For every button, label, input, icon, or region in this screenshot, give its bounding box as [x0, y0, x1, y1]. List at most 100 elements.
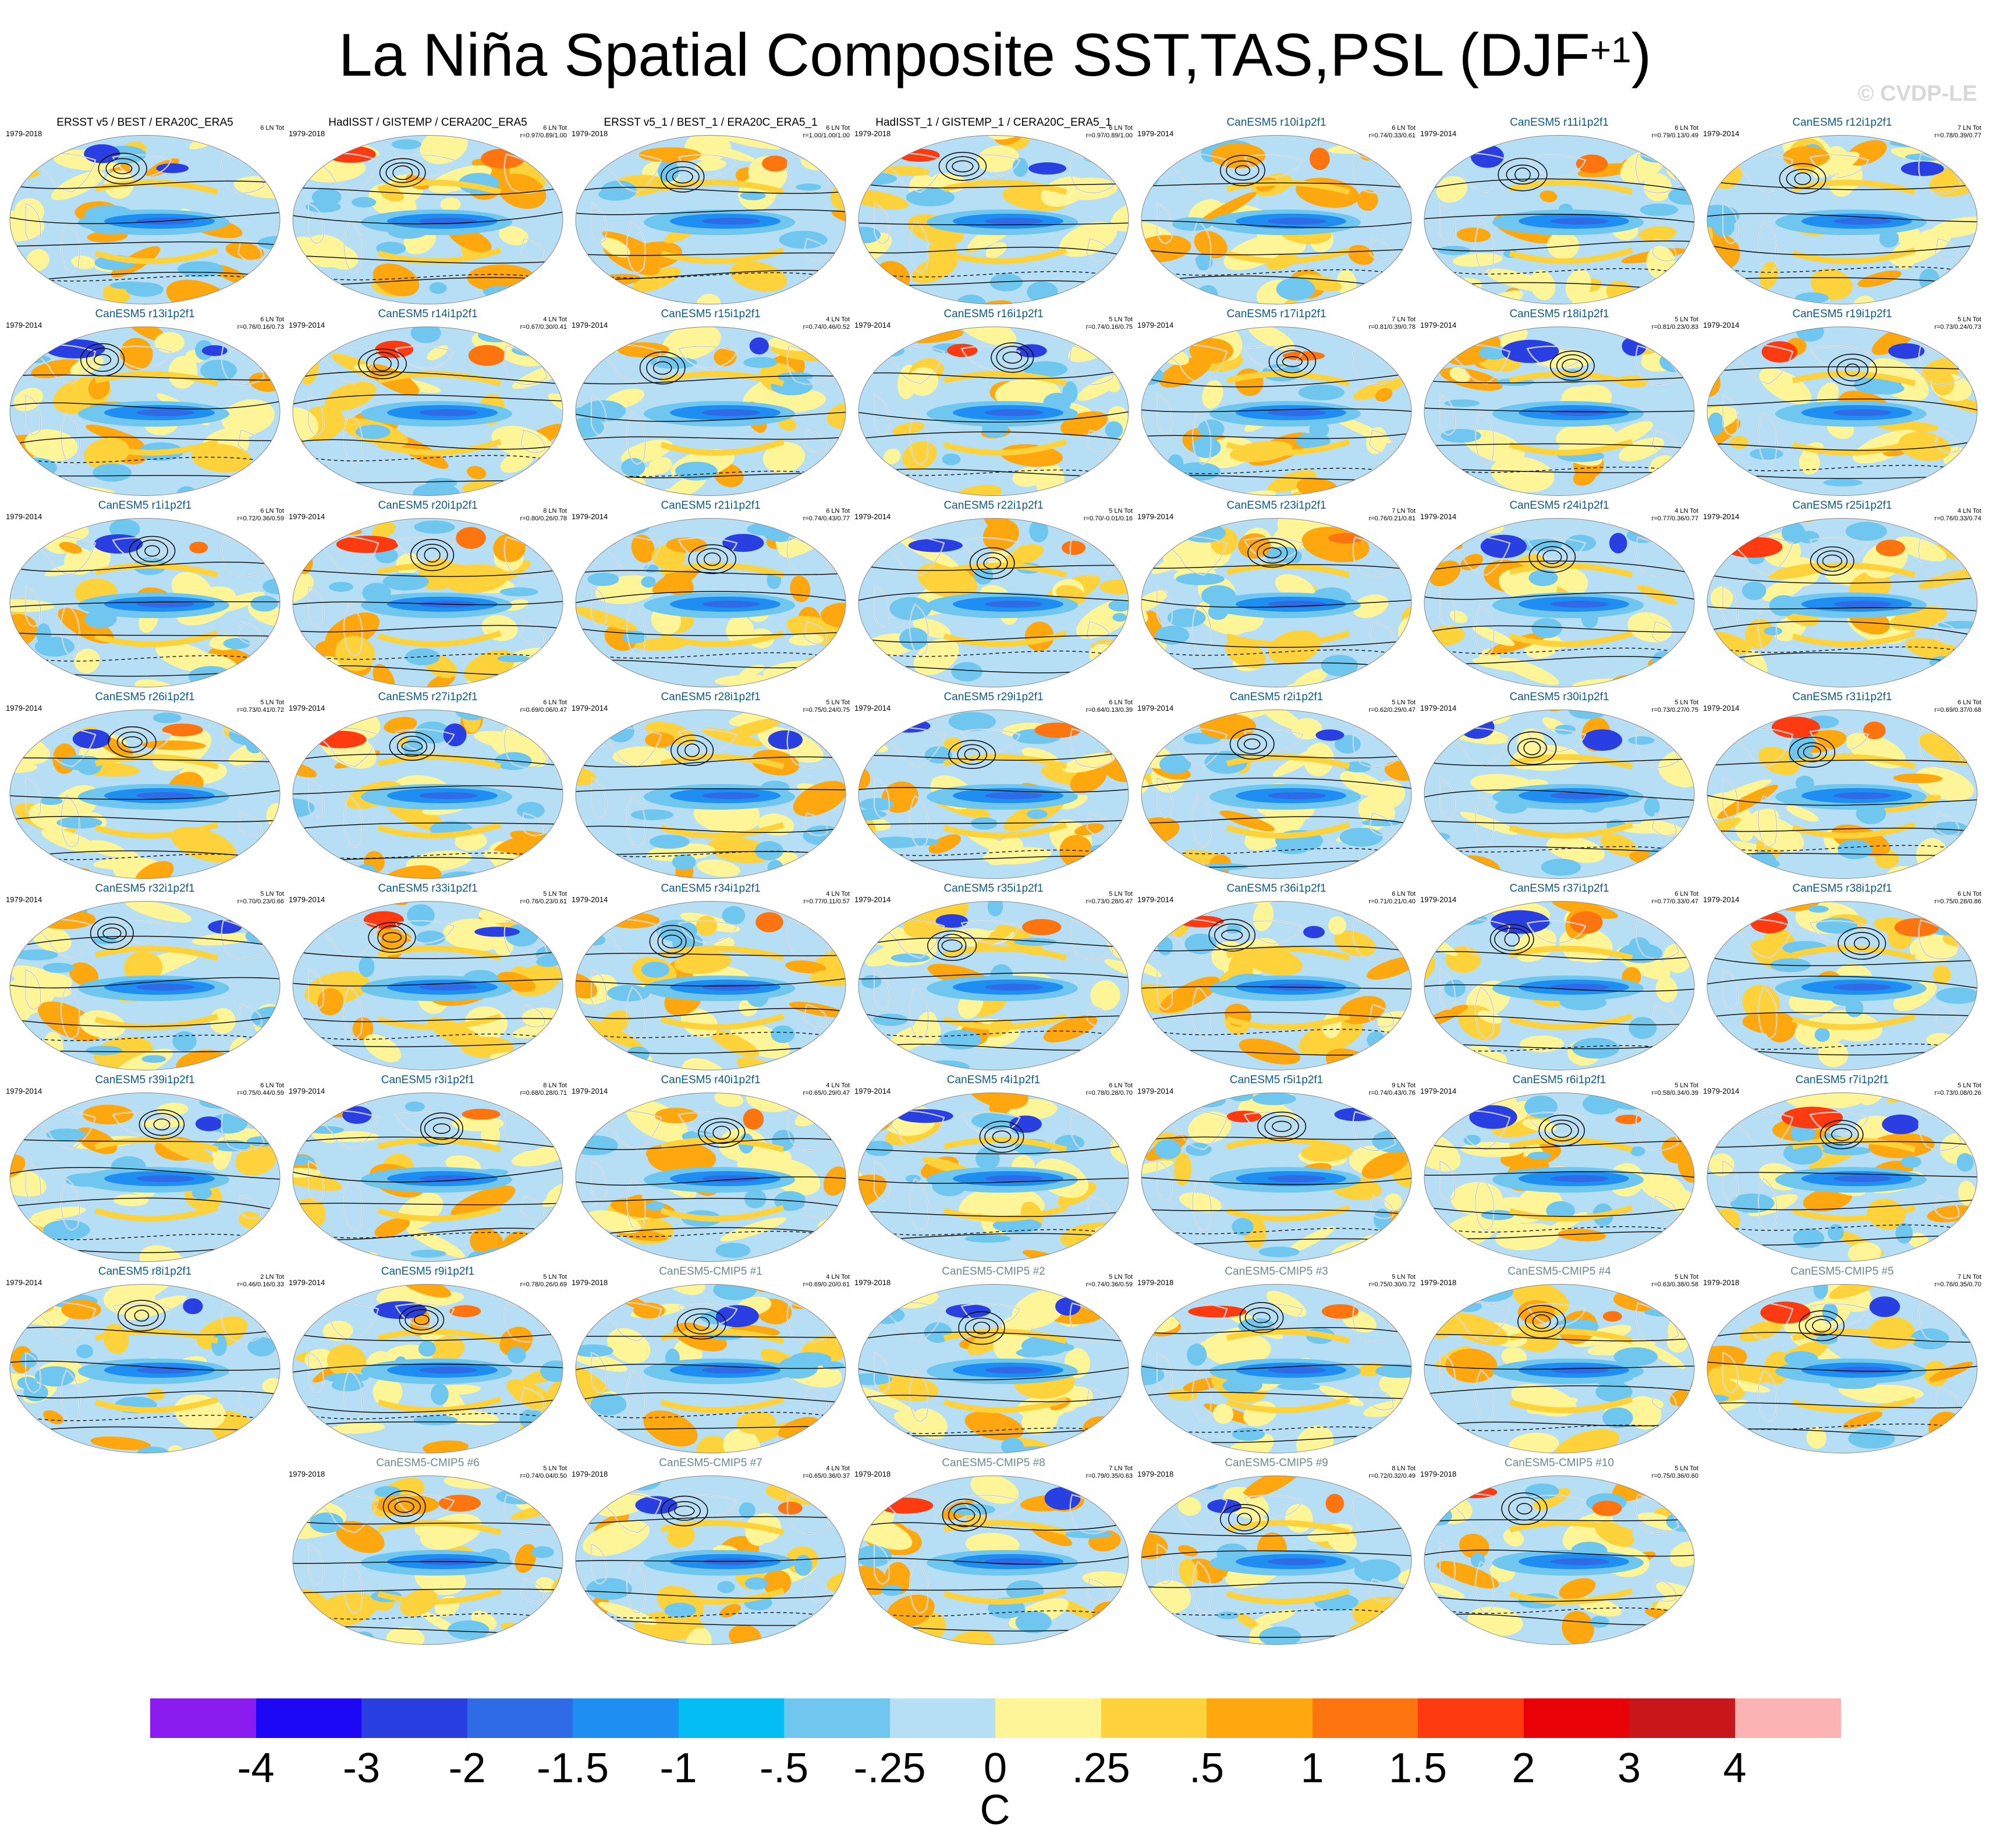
panel-period: 1979-2014	[854, 1087, 891, 1095]
panel-period: 1979-2014	[1703, 704, 1740, 712]
panel-period: 1979-2014	[1420, 321, 1457, 329]
anomaly-map	[292, 1093, 563, 1262]
colorbar-tick-label: -3	[342, 1745, 381, 1792]
map-panel: CanESM5 r14i1p2f1 1979-2014 4 LN Tot r=0.67…	[286, 308, 569, 500]
panel-pattern-correlation: r=0.69/0.37/0.68	[1934, 707, 1981, 714]
credit-watermark: © CVDP-LE	[1857, 81, 1977, 106]
panel-stats: 5 LN Tot r=0.73/0.27/0.75	[1652, 699, 1698, 714]
panel-pattern-correlation: r=0.72/0.36/0.59	[237, 515, 284, 522]
panel-event-count: 6 LN Tot	[260, 316, 284, 323]
panel-event-count: 4 LN Tot	[826, 1465, 850, 1472]
panel-pattern-correlation: r=0.75/0.36/0.60	[1651, 1473, 1698, 1480]
panel-title: CanESM5 r5i1p2f1	[1229, 1074, 1324, 1086]
map-panel: CanESM5 r22i1p2f1 1979-2014 5 LN Tot r=0.70…	[852, 499, 1135, 691]
panel-period: 1979-2014	[1137, 704, 1174, 712]
anomaly-map	[1141, 1093, 1412, 1262]
panel-title: CanESM5-CMIP5 #2	[942, 1265, 1045, 1278]
anomaly-map	[1424, 135, 1695, 304]
panel-event-count: 2 LN Tot	[260, 1274, 284, 1281]
anomaly-map	[292, 135, 563, 304]
map-panel: CanESM5 r21i1p2f1 1979-2014 6 LN Tot r=0.74…	[569, 499, 852, 691]
panel-period: 1979-2018	[572, 1278, 608, 1287]
panel-pattern-correlation: r=0.74/0.04/0.50	[520, 1473, 567, 1480]
panel-title: CanESM5 r37i1p2f1	[1509, 882, 1609, 895]
anomaly-map	[858, 327, 1129, 496]
map-panel: CanESM5 r4i1p2f1 1979-2014 6 LN Tot r=0.78/…	[852, 1074, 1135, 1266]
panel-title: CanESM5 r16i1p2f1	[943, 308, 1044, 320]
colorbar-tick-label: 1	[1300, 1745, 1324, 1792]
anomaly-map	[292, 327, 563, 496]
panel-event-count: 6 LN Tot	[1957, 891, 1981, 898]
map-field	[576, 1093, 846, 1262]
colorbar-swatch	[995, 1698, 1101, 1738]
panel-title: CanESM5 r33i1p2f1	[378, 882, 478, 895]
anomaly-map	[858, 901, 1129, 1070]
panel-period: 1979-2014	[6, 1278, 42, 1287]
panel-stats: 8 LN Tot r=0.72/0.32/0.49	[1369, 1465, 1416, 1480]
panel-pattern-correlation: r=0.75/0.28/0.86	[1934, 898, 1981, 905]
page-title: La Niña Spatial Composite SST,TAS,PSL (D…	[0, 17, 1990, 93]
panel-title: CanESM5 r26i1p2f1	[95, 691, 195, 703]
panel-stats: 4 LN Tot r=0.67/0.30/0.41	[520, 316, 567, 331]
panel-period: 1979-2018	[1137, 1278, 1174, 1287]
panel-grid: ERSST v5 / BEST / ERA20C_ERA5 1979-2018 6 …	[3, 116, 1981, 1649]
map-panel: ERSST v5_1 / BEST_1 / ERA20C_ERA5_1 1979-…	[569, 116, 852, 308]
panel-pattern-correlation: r=0.74/0.36/0.59	[1086, 1281, 1133, 1288]
map-panel: CanESM5-CMIP5 #10 1979-2018 5 LN Tot r=0.75…	[1418, 1457, 1701, 1649]
map-field	[859, 518, 1129, 687]
map-field	[1707, 710, 1977, 879]
panel-event-count: 8 LN Tot	[543, 508, 567, 515]
map-panel: HadISST / GISTEMP / CERA20C_ERA5 1979-201…	[286, 116, 569, 308]
panel-event-count: 5 LN Tot	[1109, 508, 1133, 515]
panel-stats: 5 LN Tot r=0.81/0.23/0.83	[1652, 316, 1698, 331]
map-panel: CanESM5 r23i1p2f1 1979-2014 7 LN Tot r=0.76…	[1135, 499, 1418, 691]
panel-title: CanESM5 r1i1p2f1	[98, 499, 192, 512]
panel-stats: 6 LN Tot r=0.74/0.43/0.77	[803, 508, 850, 523]
colorbar-tick-label: -4	[237, 1745, 275, 1792]
panel-title: CanESM5 r22i1p2f1	[943, 499, 1044, 512]
panel-pattern-correlation: r=0.58/0.34/0.39	[1651, 1090, 1698, 1097]
panel-period: 1979-2018	[854, 1278, 891, 1287]
map-field	[1707, 901, 1977, 1070]
panel-stats: 6 LN Tot r=0.78/0.28/0.70	[1086, 1082, 1133, 1097]
map-panel: CanESM5 r28i1p2f1 1979-2014 5 LN Tot r=0.75…	[569, 691, 852, 883]
anomaly-map	[292, 518, 563, 687]
map-field	[1141, 710, 1411, 879]
map-panel: CanESM5-CMIP5 #2 1979-2018 5 LN Tot r=0.74/…	[852, 1265, 1135, 1457]
panel-pattern-correlation: r=0.46/0.16/0.33	[237, 1281, 284, 1288]
map-field	[1141, 901, 1411, 1070]
panel-stats: 7 LN Tot r=0.78/0.39/0.77	[1935, 125, 1981, 140]
panel-period: 1979-2014	[1703, 1087, 1740, 1095]
colorbar-swatch	[361, 1698, 467, 1738]
panel-pattern-correlation: r=0.73/0.08/0.26	[1934, 1090, 1981, 1097]
map-panel: CanESM5 r17i1p2f1 1979-2014 7 LN Tot r=0.81…	[1135, 308, 1418, 500]
map-field	[576, 518, 846, 687]
panel-period: 1979-2014	[572, 321, 608, 329]
panel-event-count: 8 LN Tot	[543, 1082, 567, 1089]
title-superscript: +1	[1590, 30, 1631, 70]
panel-pattern-correlation: r=0.79/0.35/0.63	[1086, 1473, 1133, 1480]
map-panel: CanESM5 r39i1p2f1 1979-2014 6 LN Tot r=0.75…	[3, 1074, 286, 1266]
map-field	[10, 1093, 280, 1262]
panel-event-count: 6 LN Tot	[1392, 125, 1416, 132]
anomaly-map	[292, 1284, 563, 1453]
map-field	[859, 710, 1129, 879]
panel-title: CanESM5 r18i1p2f1	[1509, 308, 1609, 320]
panel-title: CanESM5 r7i1p2f1	[1795, 1074, 1889, 1086]
panel-event-count: 6 LN Tot	[826, 125, 850, 132]
map-field	[1424, 518, 1694, 687]
colorbar-swatch	[256, 1698, 362, 1738]
map-field	[10, 710, 280, 879]
anomaly-map	[1424, 1284, 1695, 1453]
panel-pattern-correlation: r=0.65/0.36/0.37	[803, 1473, 850, 1480]
panel-pattern-correlation: r=0.78/0.39/0.77	[1934, 132, 1981, 139]
panel-title: CanESM5 r10i1p2f1	[1226, 116, 1326, 129]
panel-stats: 5 LN Tot r=0.73/0.24/0.73	[1935, 316, 1981, 331]
anomaly-map	[575, 1475, 846, 1645]
panel-title: CanESM5 r34i1p2f1	[661, 882, 761, 895]
colorbar-swatch	[678, 1698, 785, 1738]
panel-event-count: 5 LN Tot	[1675, 699, 1698, 706]
panel-title: CanESM5 r17i1p2f1	[1226, 308, 1326, 320]
colorbar-tick-label: .25	[1072, 1745, 1130, 1792]
map-panel: CanESM5-CMIP5 #3 1979-2018 5 LN Tot r=0.75/…	[1135, 1265, 1418, 1457]
